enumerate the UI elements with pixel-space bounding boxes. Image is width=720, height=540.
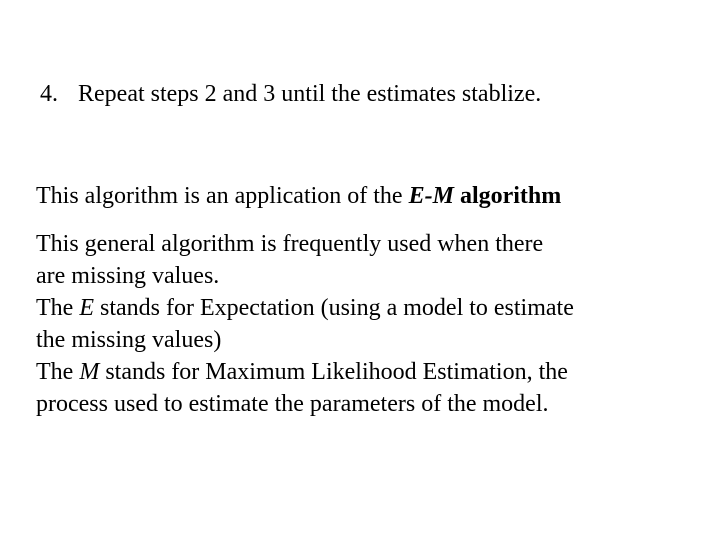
body-p3-pre: The [36,359,79,385]
body-p3-l1: The M stands for Maximum Likelihood Esti… [36,356,686,388]
body-p2-post: stands for Expectation (using a model to… [94,295,574,321]
intro-prefix: This algorithm is an application of the [36,183,409,209]
body-p2-pre: The [36,295,79,321]
body-p1-l1: This general algorithm is frequently use… [36,228,686,260]
m-term: M [79,359,99,385]
em-term: E-M [409,183,454,209]
slide-page: 4. Repeat steps 2 and 3 until the estima… [0,0,720,540]
body-p2-l2: the missing values) [36,324,686,356]
intro-line: This algorithm is an application of the … [36,182,686,210]
e-term: E [79,295,94,321]
step-4-text: Repeat steps 2 and 3 until the estimates… [78,80,541,108]
body-p1-l2: are missing values. [36,260,686,292]
step-4-number: 4. [40,80,78,108]
body-p3-l2: process used to estimate the parameters … [36,388,686,420]
step-4-item: 4. Repeat steps 2 and 3 until the estima… [40,80,541,108]
body-p3-post: stands for Maximum Likelihood Estimation… [99,359,568,385]
body-block: This general algorithm is frequently use… [36,228,686,420]
algorithm-term: algorithm [460,183,561,209]
body-p2-l1: The E stands for Expectation (using a mo… [36,292,686,324]
